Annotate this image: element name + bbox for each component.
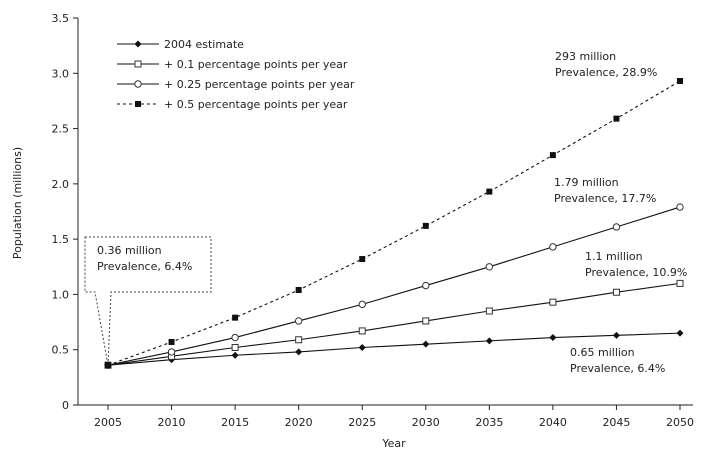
series-line <box>107 80 681 366</box>
legend-label: + 0.5 percentage points per year <box>164 98 348 111</box>
annotation-line: Prevalence, 28.9% <box>555 66 657 79</box>
data-point <box>549 152 556 159</box>
data-point <box>231 351 239 359</box>
y-tick-label: 2.5 <box>52 123 70 136</box>
data-point <box>168 338 175 345</box>
series-line <box>107 206 681 366</box>
legend-marker <box>134 60 142 68</box>
annotation-line: 293 million <box>555 50 616 63</box>
annotation-line: 0.65 million <box>570 346 635 359</box>
x-tick-label: 2005 <box>94 416 122 429</box>
annotation-line: Prevalence, 6.4% <box>97 260 192 273</box>
data-point <box>612 223 621 231</box>
data-point <box>422 222 429 229</box>
chart-series <box>104 78 684 369</box>
annotation: 0.65 million Prevalence, 6.4% <box>570 346 665 375</box>
chart-axes <box>77 18 693 406</box>
annotation-line: Prevalence, 6.4% <box>570 362 665 375</box>
data-point <box>485 337 493 345</box>
data-point <box>358 300 366 309</box>
data-point <box>677 78 683 85</box>
legend-marker <box>135 101 141 107</box>
data-point <box>358 344 366 352</box>
data-point <box>422 281 430 290</box>
annotation: 0.36 million Prevalence, 6.4% <box>97 244 192 273</box>
data-point <box>612 331 620 339</box>
annotation: 1.1 million Prevalence, 10.9% <box>585 250 687 279</box>
legend-marker <box>134 40 142 48</box>
data-point <box>549 334 557 342</box>
data-point <box>422 317 430 325</box>
x-tick-label: 2040 <box>539 416 567 429</box>
start-callout <box>84 236 212 366</box>
data-point <box>676 279 684 287</box>
annotation-line: Prevalence, 10.9% <box>585 266 687 279</box>
series-2 <box>104 279 684 369</box>
axis-ticks: 0 0.5 1.0 1.5 2.0 2.5 3.0 3.5 2005 2010 2015 2020 20… <box>52 12 695 429</box>
y-tick-label: 0 <box>62 399 69 412</box>
chart-annotations: 293 million Prevalence, 28.9% 1.79 million… <box>97 50 687 375</box>
x-tick-label: 2035 <box>475 416 503 429</box>
y-tick-label: 3.5 <box>52 12 70 25</box>
data-point <box>232 314 239 321</box>
legend-label: + 0.25 percentage points per year <box>164 78 355 91</box>
data-point <box>549 243 557 251</box>
legend-item: + 0.5 percentage points per year <box>117 98 348 111</box>
y-tick-label: 1.0 <box>52 288 70 301</box>
chart-legend: 2004 estimate + 0.1 percentage points per… <box>117 38 355 111</box>
data-point <box>231 333 239 342</box>
y-tick-label: 0.5 <box>52 344 70 357</box>
data-point <box>676 329 684 337</box>
annotation-line: 1.79 million <box>554 176 619 189</box>
data-point <box>422 340 430 348</box>
data-point <box>613 115 620 122</box>
legend-item: + 0.25 percentage points per year <box>117 78 355 91</box>
y-tick-label: 3.0 <box>52 67 70 80</box>
annotation: 293 million Prevalence, 28.9% <box>555 50 657 79</box>
legend-label: + 0.1 percentage points per year <box>164 58 348 71</box>
annotation-line: 1.1 million <box>585 250 643 263</box>
legend-label: 2004 estimate <box>164 38 244 51</box>
data-point <box>549 298 557 306</box>
series-line <box>107 282 681 366</box>
series-line <box>107 332 681 366</box>
x-axis-label: Year <box>381 437 406 450</box>
data-point <box>105 362 111 369</box>
callout-box <box>84 236 212 366</box>
data-point <box>295 336 303 344</box>
data-point <box>359 256 366 263</box>
data-point <box>485 263 494 271</box>
y-axis-label: Population (millions) <box>11 147 24 259</box>
series-4 <box>105 78 683 369</box>
legend-marker <box>134 80 142 88</box>
data-point <box>612 288 620 296</box>
legend-item: + 0.1 percentage points per year <box>117 58 348 71</box>
data-point <box>676 203 684 211</box>
annotation-line: 0.36 million <box>97 244 162 257</box>
y-tick-label: 1.5 <box>52 233 70 246</box>
legend-item: 2004 estimate <box>117 38 244 51</box>
x-tick-label: 2020 <box>285 416 313 429</box>
series-1 <box>104 329 684 369</box>
x-tick-label: 2025 <box>348 416 376 429</box>
x-tick-label: 2050 <box>666 416 694 429</box>
annotation-line: Prevalence, 17.7% <box>554 192 656 205</box>
data-point <box>294 317 303 325</box>
x-tick-label: 2045 <box>602 416 630 429</box>
data-point <box>295 348 303 356</box>
data-point <box>295 287 302 294</box>
data-point <box>486 188 493 195</box>
x-tick-label: 2010 <box>158 416 186 429</box>
data-point <box>231 344 239 352</box>
data-point <box>485 307 493 315</box>
x-tick-label: 2015 <box>221 416 249 429</box>
y-tick-label: 2.0 <box>52 178 70 191</box>
data-point <box>167 348 176 356</box>
data-point <box>358 327 366 335</box>
annotation: 1.79 million Prevalence, 17.7% <box>554 176 656 205</box>
x-tick-label: 2030 <box>412 416 440 429</box>
